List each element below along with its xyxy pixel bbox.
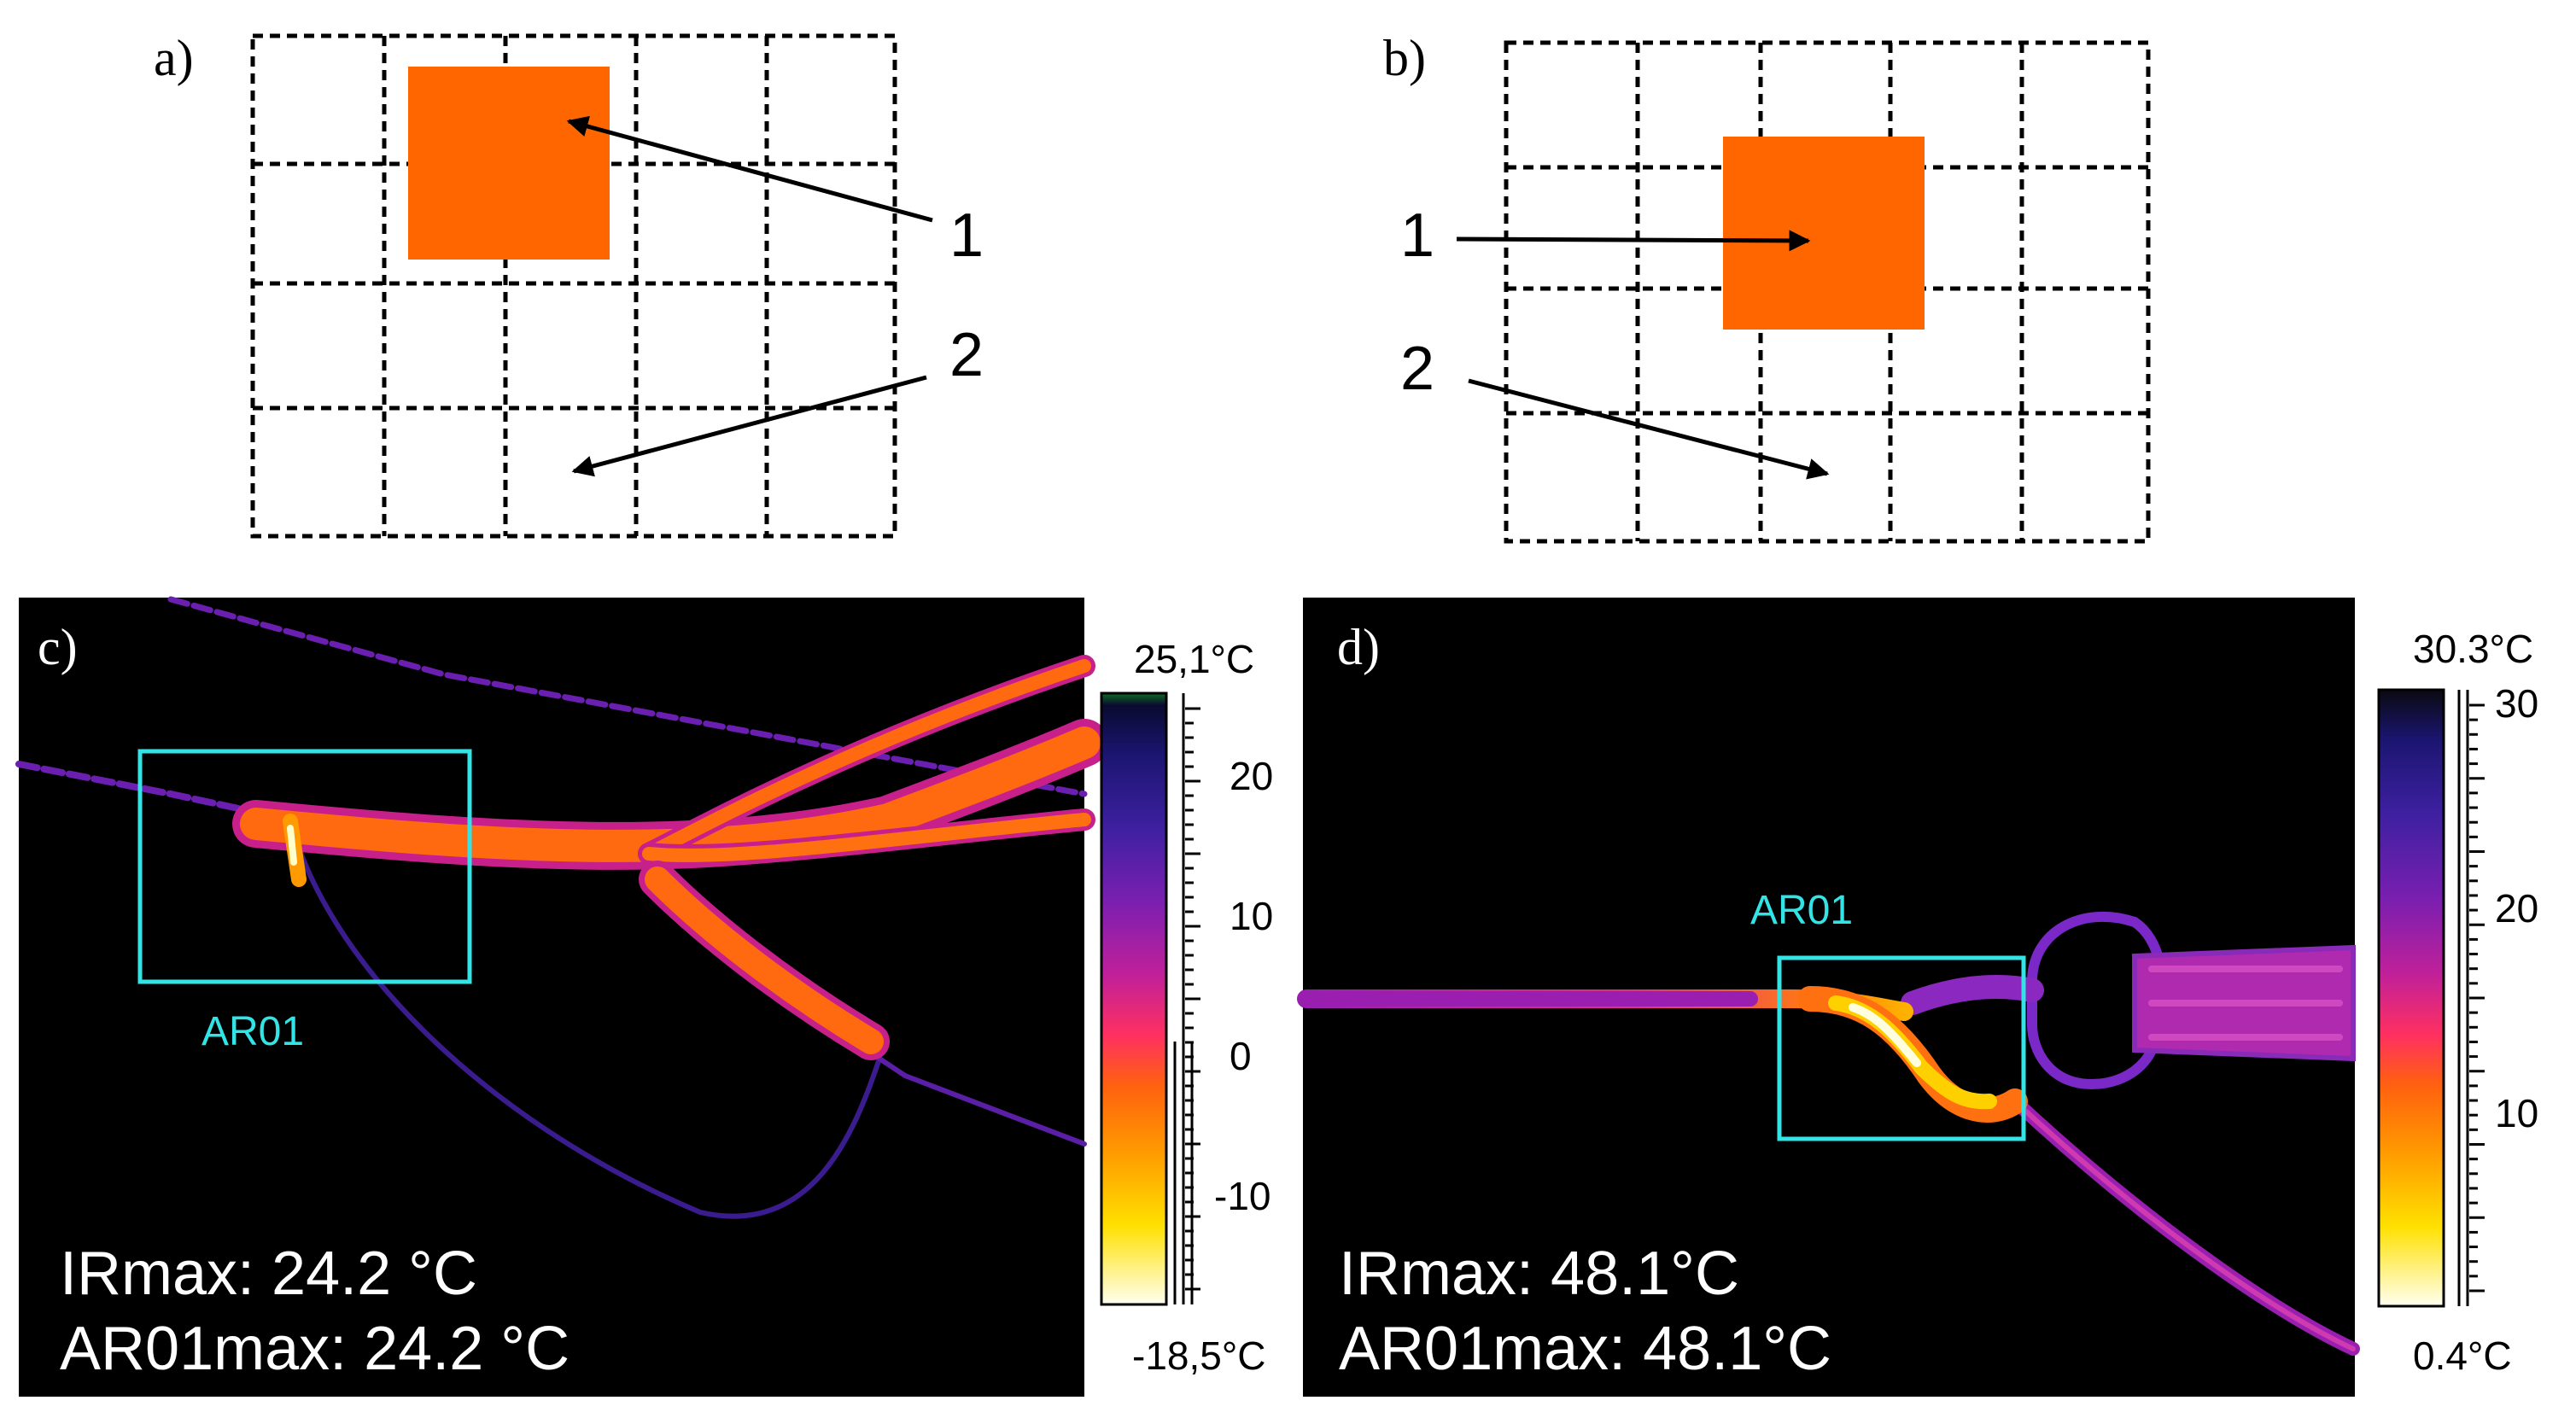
panel-a-callout-1: 1 bbox=[949, 201, 984, 270]
panel-d-color-scale: 30.3°C 30 20 10 0.4°C bbox=[2377, 627, 2538, 1378]
panel-a-label: a) bbox=[154, 30, 194, 86]
panel-c-scale-min: -18,5°C bbox=[1132, 1333, 1265, 1378]
panel-c-label: c) bbox=[38, 619, 78, 675]
panel-d-scale-bar bbox=[2377, 688, 2445, 1308]
panel-b-arrow-2 bbox=[1468, 378, 1830, 480]
panel-c-ar01-max: AR01max: 24.2 °C bbox=[60, 1315, 570, 1383]
panel-b: b) 1 2 bbox=[1383, 30, 2151, 544]
panel-c-scale-tick-minus-10: -10 bbox=[1214, 1174, 1270, 1218]
panel-c-roi-box bbox=[137, 749, 472, 984]
panel-c: AR01 c) IRmax: 24.2 °C AR01max: 24.2 °C bbox=[15, 596, 1108, 1397]
panel-c-scale-tick-0: 0 bbox=[1230, 1034, 1252, 1078]
panel-d-roi-label: AR01 bbox=[1750, 888, 1853, 933]
panel-a-arrow-2 bbox=[571, 375, 927, 477]
panel-b-callout-1: 1 bbox=[1400, 201, 1434, 270]
panel-c-ir-max: IRmax: 24.2 °C bbox=[60, 1240, 477, 1308]
panel-c-scale-minor-ticks bbox=[1185, 707, 1200, 1291]
panel-b-callout-2: 2 bbox=[1400, 335, 1434, 403]
panel-d-scale-max: 30.3°C bbox=[2413, 627, 2533, 671]
panel-b-label: b) bbox=[1383, 30, 1426, 86]
panel-d-roi-box bbox=[1777, 955, 2026, 1141]
panel-c-cables bbox=[15, 596, 1108, 1219]
panel-a-arrow-1 bbox=[566, 115, 933, 223]
panel-d-scale-minor-ticks bbox=[2469, 703, 2485, 1293]
panel-b-hot-spot bbox=[1723, 137, 1925, 330]
panel-c-color-scale: 25,1°C 20 10 0 -10 -18,5°C bbox=[1100, 637, 1273, 1378]
panel-d-ir-max: IRmax: 48.1°C bbox=[1339, 1240, 1739, 1308]
panel-c-roi-label: AR01 bbox=[202, 1009, 304, 1054]
panel-c-scale-tick-10: 10 bbox=[1230, 894, 1273, 938]
panel-d-label: d) bbox=[1337, 619, 1380, 675]
panel-d-scale-tick-20: 20 bbox=[2495, 886, 2538, 931]
panel-d-ar01-max: AR01max: 48.1°C bbox=[1339, 1315, 1831, 1383]
panel-d-scale-min: 0.4°C bbox=[2413, 1333, 2512, 1378]
panel-b-arrow-1 bbox=[1456, 230, 1811, 252]
panel-c-scale-bar bbox=[1100, 691, 1168, 1306]
panel-c-scale-tick-20: 20 bbox=[1230, 754, 1273, 798]
panel-c-scale-max: 25,1°C bbox=[1134, 637, 1254, 681]
panel-d: AR01 d) IRmax: 48.1°C AR01max: 48.1°C bbox=[1297, 598, 2360, 1397]
panel-d-objects bbox=[1297, 911, 2360, 1356]
panel-a-callout-2: 2 bbox=[949, 321, 984, 389]
panel-d-scale-tick-30: 30 bbox=[2495, 681, 2538, 726]
panel-a: a) 1 2 bbox=[154, 30, 984, 539]
panel-a-hot-spot bbox=[408, 67, 610, 260]
panel-d-scale-tick-10: 10 bbox=[2495, 1091, 2538, 1135]
